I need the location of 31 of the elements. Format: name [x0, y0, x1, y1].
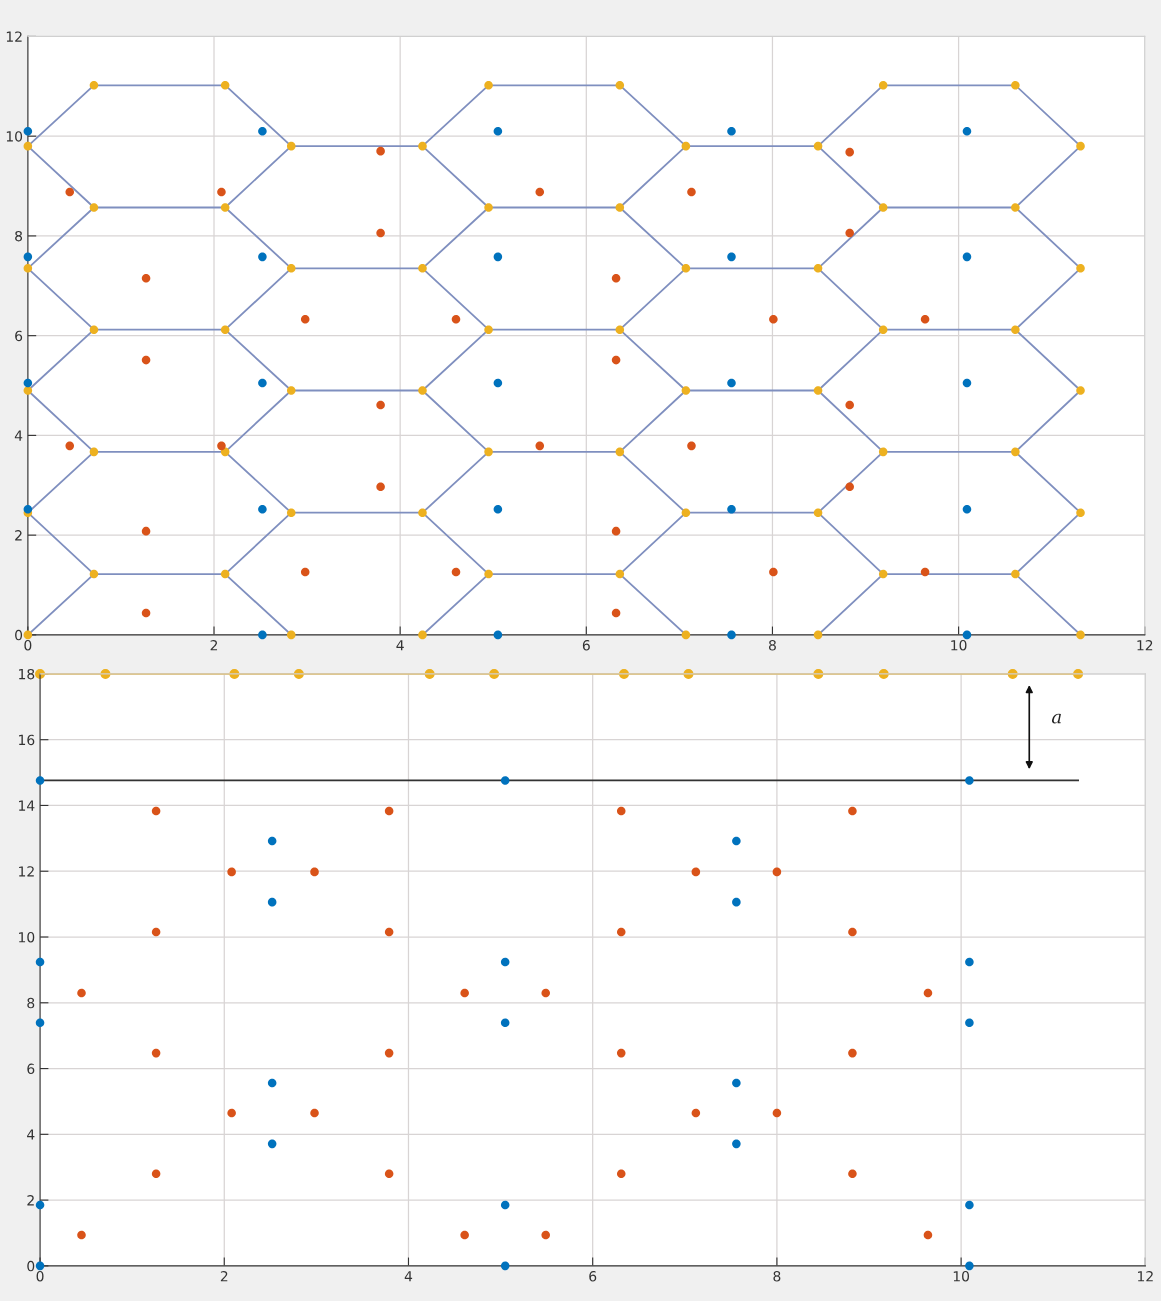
- x-tick-label: 8: [773, 1270, 781, 1282]
- y-tick-label: 10: [6, 131, 23, 142]
- y-tick-label: 2: [15, 530, 22, 541]
- y-tick-label: 16: [19, 734, 35, 746]
- y-tick-label: 6: [15, 330, 23, 342]
- y-tick-label: 4: [27, 1129, 35, 1140]
- x-tick-label: 6: [589, 1270, 597, 1282]
- y-tick-label: 0: [15, 629, 23, 641]
- y-tick-label: 2: [27, 1195, 34, 1206]
- annotation: a: [1051, 713, 1061, 724]
- x-tick-label: 2: [210, 639, 218, 651]
- x-tick-label: 10: [953, 1270, 970, 1282]
- x-tick-label: 8: [768, 639, 776, 651]
- y-tick-label: 12: [19, 866, 34, 877]
- y-tick-label: 8: [15, 230, 23, 242]
- y-tick-label: 4: [14, 430, 23, 441]
- y-tick-label: 12: [6, 31, 22, 42]
- x-tick-label: 4: [396, 640, 404, 651]
- y-tick-label: 0: [27, 1260, 35, 1272]
- x-tick-label: 12: [1138, 1270, 1153, 1282]
- y-tick-label: 8: [27, 997, 35, 1009]
- x-tick-label: 10: [951, 639, 967, 651]
- x-tick-label: 2: [220, 1270, 228, 1282]
- y-tick-label: 18: [19, 668, 35, 680]
- y-tick-label: 10: [19, 931, 35, 943]
- y-tick-label: 14: [19, 800, 35, 811]
- x-tick-label: 0: [36, 1270, 44, 1282]
- x-tick-label: 12: [1137, 639, 1153, 651]
- x-tick-label: 4: [404, 1271, 413, 1282]
- y-tick-label: 6: [27, 1063, 35, 1075]
- x-tick-label: 6: [582, 639, 590, 651]
